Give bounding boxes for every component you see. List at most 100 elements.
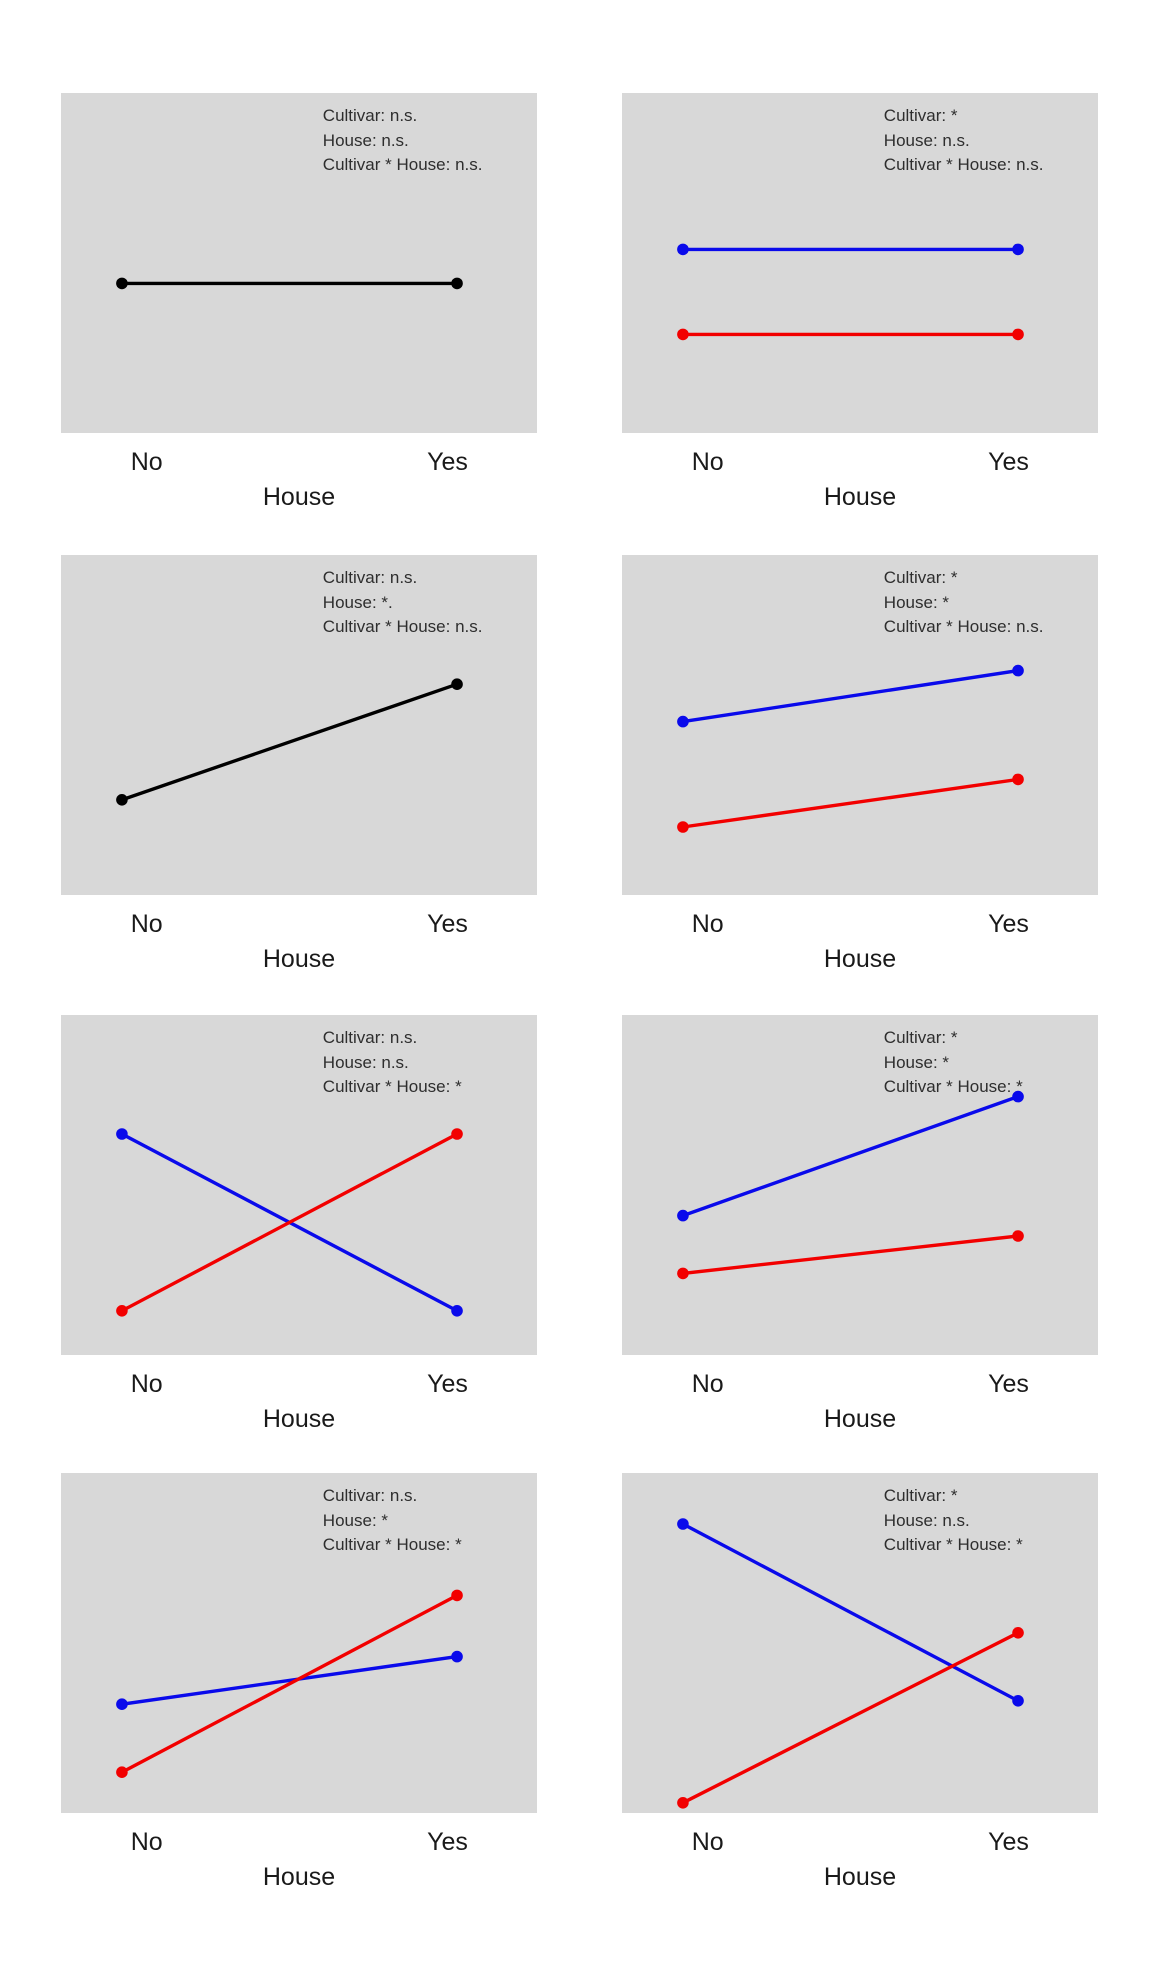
annotation-line-house: House: n.s.	[322, 130, 409, 150]
line-plot-svg	[677, 1518, 1024, 1809]
annotation-line-cultivar: Cultivar: n.s.	[322, 1028, 418, 1047]
annotation-line-cultivar: Cultivar: *	[883, 1486, 958, 1505]
annotation-line-cultivar: Cultivar: *	[883, 568, 958, 587]
annotation-line-interaction: Cultivar * House: *	[322, 1077, 462, 1096]
line-plot-svg	[116, 1128, 463, 1317]
line-plot-svg	[116, 678, 463, 806]
x-tick-label-yes: Yes	[427, 1828, 468, 1856]
data-point-dot-cultivar-blue	[677, 715, 689, 728]
annotation-line-cultivar: Cultivar: *	[883, 106, 958, 125]
panel-row2-col1: Cultivar: n.s. House: *. Cultivar * Hous…	[61, 555, 537, 985]
panel-row3-col2: Cultivar: * House: * Cultivar * House: *…	[622, 1015, 1098, 1445]
data-point-dot-cultivar-blue	[677, 1518, 689, 1530]
panel-row2-col2: Cultivar: * House: * Cultivar * House: n…	[622, 555, 1098, 985]
annotation-line-house: House: *	[322, 1510, 388, 1530]
x-tick-label-yes: Yes	[988, 1828, 1029, 1856]
plot-area: Cultivar: n.s. House: * Cultivar * House…	[61, 1473, 537, 1813]
panel-row1-col2: Cultivar: * House: n.s. Cultivar * House…	[622, 93, 1098, 523]
annotation-line-cultivar: Cultivar: *	[883, 1028, 958, 1047]
data-point-dot-overall-mean	[116, 794, 128, 806]
data-point-dot-overall-mean	[116, 277, 128, 290]
trend-line-cultivar-blue	[682, 1522, 1019, 1703]
trend-line-cultivar-red	[682, 777, 1019, 829]
plot-area: Cultivar: * House: * Cultivar * House: *	[622, 1015, 1098, 1355]
annotation-line-cultivar: Cultivar: n.s.	[322, 568, 418, 587]
data-point-dot-cultivar-red	[1012, 1230, 1024, 1242]
x-axis-title: House	[262, 1405, 336, 1433]
x-axis-title: House	[823, 483, 897, 511]
annotation-line-cultivar: Cultivar: n.s.	[322, 106, 418, 125]
annotation-line-interaction: Cultivar * House: n.s.	[322, 155, 483, 174]
data-point-dot-cultivar-blue	[451, 1305, 463, 1317]
plot-area: Cultivar: * House: n.s. Cultivar * House…	[622, 1473, 1098, 1813]
annotation-line-house: House: *	[883, 592, 949, 612]
anova-annotation: Cultivar: * House: * Cultivar * House: n…	[884, 566, 1044, 640]
x-tick-label-no: No	[691, 448, 724, 476]
plot-area: Cultivar: n.s. House: *. Cultivar * Hous…	[61, 555, 537, 895]
anova-annotation: Cultivar: n.s. House: *. Cultivar * Hous…	[323, 566, 483, 640]
line-plot-svg	[677, 664, 1024, 833]
data-point-dot-cultivar-blue	[1012, 1090, 1024, 1103]
data-point-dot-overall-mean	[451, 678, 463, 690]
data-point-dot-cultivar-blue	[1012, 1695, 1024, 1707]
x-tick-label-no: No	[130, 1370, 163, 1398]
line-plot-svg	[677, 1090, 1024, 1280]
line-plot-svg	[677, 243, 1024, 341]
trend-line-cultivar-blue	[682, 1094, 1019, 1218]
x-tick-label-no: No	[130, 910, 163, 938]
annotation-line-interaction: Cultivar * House: n.s.	[883, 617, 1044, 636]
line-plot-svg	[116, 1589, 463, 1778]
anova-annotation: Cultivar: * House: * Cultivar * House: *	[884, 1026, 1023, 1100]
trend-line-cultivar-blue	[682, 668, 1019, 724]
data-point-dot-cultivar-red	[1012, 1627, 1024, 1639]
x-tick-label-yes: Yes	[988, 448, 1029, 476]
data-point-dot-cultivar-red	[451, 1128, 463, 1140]
anova-annotation: Cultivar: * House: n.s. Cultivar * House…	[884, 104, 1044, 178]
trend-line-cultivar-blue	[121, 1654, 458, 1706]
x-tick-label-yes: Yes	[427, 910, 468, 938]
x-tick-label-yes: Yes	[427, 448, 468, 476]
panel-row3-col1: Cultivar: n.s. House: n.s. Cultivar * Ho…	[61, 1015, 537, 1445]
data-point-dot-cultivar-red	[1012, 773, 1024, 786]
data-point-dot-cultivar-red	[677, 1797, 689, 1809]
data-point-dot-overall-mean	[451, 277, 463, 290]
plot-area: Cultivar: * House: * Cultivar * House: n…	[622, 555, 1098, 895]
trend-line-cultivar-red	[682, 1631, 1019, 1805]
panel-row1-col1: Cultivar: n.s. House: n.s. Cultivar * Ho…	[61, 93, 537, 523]
data-point-dot-cultivar-red	[677, 821, 689, 833]
plot-area: Cultivar: * House: n.s. Cultivar * House…	[622, 93, 1098, 433]
x-tick-label-no: No	[130, 448, 163, 476]
data-point-dot-cultivar-red	[451, 1589, 463, 1602]
data-point-dot-cultivar-red	[677, 328, 689, 341]
x-tick-label-no: No	[691, 1828, 724, 1856]
data-point-dot-cultivar-blue	[451, 1650, 463, 1663]
anova-annotation: Cultivar: n.s. House: * Cultivar * House…	[323, 1484, 462, 1558]
x-axis-title: House	[262, 1863, 336, 1891]
anova-annotation: Cultivar: * House: n.s. Cultivar * House…	[884, 1484, 1023, 1558]
trend-line-cultivar-red	[682, 1234, 1019, 1276]
data-point-dot-cultivar-red	[1012, 328, 1024, 341]
annotation-line-house: House: n.s.	[883, 1510, 970, 1530]
line-plot-svg	[116, 277, 463, 290]
panel-row4-col2: Cultivar: * House: n.s. Cultivar * House…	[622, 1473, 1098, 1903]
anova-annotation: Cultivar: n.s. House: n.s. Cultivar * Ho…	[323, 1026, 462, 1100]
annotation-line-interaction: Cultivar * House: *	[322, 1535, 462, 1554]
x-axis-title: House	[823, 1863, 897, 1891]
anova-annotation: Cultivar: n.s. House: n.s. Cultivar * Ho…	[323, 104, 483, 178]
trend-line-cultivar-red	[121, 1593, 458, 1774]
data-point-dot-cultivar-red	[116, 1766, 128, 1778]
x-axis-title: House	[262, 945, 336, 973]
data-point-dot-cultivar-blue	[677, 1209, 689, 1222]
annotation-line-cultivar: Cultivar: n.s.	[322, 1486, 418, 1505]
plot-area: Cultivar: n.s. House: n.s. Cultivar * Ho…	[61, 93, 537, 433]
data-point-dot-cultivar-blue	[677, 243, 689, 256]
x-axis-title: House	[823, 945, 897, 973]
data-point-dot-cultivar-blue	[116, 1128, 128, 1140]
data-point-dot-cultivar-blue	[116, 1698, 128, 1710]
plot-area: Cultivar: n.s. House: n.s. Cultivar * Ho…	[61, 1015, 537, 1355]
annotation-line-house: House: *.	[322, 592, 393, 612]
data-point-dot-cultivar-red	[677, 1267, 689, 1280]
data-point-dot-cultivar-blue	[1012, 243, 1024, 256]
annotation-line-interaction: Cultivar * House: *	[883, 1535, 1023, 1554]
